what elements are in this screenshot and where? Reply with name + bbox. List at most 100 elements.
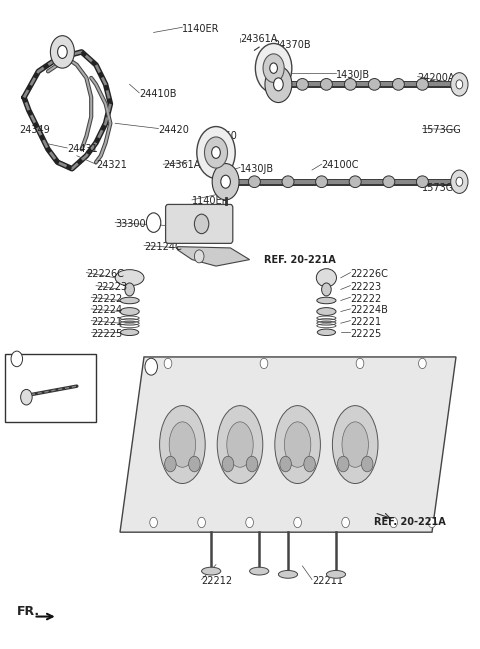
Text: 24350: 24350 <box>206 131 237 141</box>
Ellipse shape <box>217 406 263 484</box>
Text: 22212: 22212 <box>202 576 233 586</box>
Circle shape <box>194 214 209 234</box>
Text: 1430JB: 1430JB <box>240 164 274 174</box>
Circle shape <box>11 351 23 367</box>
Ellipse shape <box>316 269 336 287</box>
Text: 24420: 24420 <box>158 125 189 135</box>
Circle shape <box>304 456 315 472</box>
Text: 22124C: 22124C <box>144 241 182 252</box>
Text: 24361A: 24361A <box>240 34 277 44</box>
Ellipse shape <box>115 270 144 286</box>
Circle shape <box>222 456 234 472</box>
Text: 22211: 22211 <box>312 576 343 586</box>
Text: 24410B: 24410B <box>139 89 177 99</box>
Text: REF. 20-221A: REF. 20-221A <box>374 517 446 528</box>
Text: 24100C: 24100C <box>322 160 359 171</box>
Text: 1573GG: 1573GG <box>422 183 462 193</box>
Ellipse shape <box>416 79 428 90</box>
Text: 24361A: 24361A <box>163 160 201 171</box>
Text: 22223: 22223 <box>96 282 127 292</box>
Circle shape <box>390 517 397 528</box>
Circle shape <box>322 283 331 296</box>
Text: 24370B: 24370B <box>274 40 311 51</box>
Ellipse shape <box>369 79 381 90</box>
Ellipse shape <box>332 406 378 484</box>
Text: a: a <box>149 363 153 370</box>
Circle shape <box>150 517 157 528</box>
Circle shape <box>246 456 258 472</box>
Text: 22222: 22222 <box>350 293 382 304</box>
Text: FR.: FR. <box>17 605 40 618</box>
Circle shape <box>263 54 284 82</box>
Circle shape <box>212 147 220 158</box>
Text: 24355: 24355 <box>41 400 72 411</box>
Circle shape <box>255 43 292 93</box>
Circle shape <box>204 137 228 168</box>
Text: 24200A: 24200A <box>418 73 455 83</box>
Circle shape <box>280 456 291 472</box>
Ellipse shape <box>275 406 321 484</box>
Ellipse shape <box>416 176 428 188</box>
Text: 22224: 22224 <box>91 305 122 315</box>
Text: 22225: 22225 <box>91 328 122 339</box>
Text: 21516A: 21516A <box>31 365 69 375</box>
Text: 22221: 22221 <box>91 317 122 327</box>
Text: REF. 20-221A: REF. 20-221A <box>264 254 336 265</box>
Ellipse shape <box>321 79 333 90</box>
Ellipse shape <box>317 329 336 336</box>
Circle shape <box>189 456 200 472</box>
Ellipse shape <box>169 422 196 467</box>
Ellipse shape <box>282 176 294 188</box>
Circle shape <box>337 456 349 472</box>
Ellipse shape <box>249 176 260 188</box>
Circle shape <box>165 456 176 472</box>
Circle shape <box>274 78 283 91</box>
Polygon shape <box>120 357 456 532</box>
Circle shape <box>221 175 230 188</box>
Text: a: a <box>151 218 156 227</box>
Circle shape <box>451 170 468 193</box>
Ellipse shape <box>317 308 336 315</box>
Text: 22223: 22223 <box>350 282 382 292</box>
Text: 22226C: 22226C <box>350 269 388 279</box>
Text: 22222: 22222 <box>91 293 122 304</box>
Circle shape <box>146 213 161 232</box>
Circle shape <box>50 36 74 68</box>
Text: 1573GG: 1573GG <box>422 125 462 135</box>
Circle shape <box>361 456 373 472</box>
Circle shape <box>342 517 349 528</box>
Text: 33300: 33300 <box>115 219 146 229</box>
Ellipse shape <box>227 422 253 467</box>
Circle shape <box>194 250 204 263</box>
Text: 1140EJ: 1140EJ <box>31 376 65 386</box>
Circle shape <box>21 389 32 405</box>
Ellipse shape <box>392 79 404 90</box>
Text: 24431: 24431 <box>67 144 98 154</box>
Ellipse shape <box>317 297 336 304</box>
Polygon shape <box>178 247 250 266</box>
Circle shape <box>260 358 268 369</box>
Circle shape <box>419 358 426 369</box>
FancyBboxPatch shape <box>5 354 96 422</box>
Ellipse shape <box>342 422 369 467</box>
Ellipse shape <box>120 297 139 304</box>
Ellipse shape <box>344 79 356 90</box>
Circle shape <box>456 177 463 186</box>
Circle shape <box>456 80 463 89</box>
Text: 22226C: 22226C <box>86 269 124 279</box>
Text: a: a <box>15 356 19 362</box>
Circle shape <box>198 517 205 528</box>
Circle shape <box>451 73 468 96</box>
Ellipse shape <box>120 308 139 315</box>
Ellipse shape <box>159 406 205 484</box>
Ellipse shape <box>202 567 221 575</box>
Circle shape <box>145 358 157 375</box>
Ellipse shape <box>349 176 361 188</box>
Text: 22225: 22225 <box>350 328 382 339</box>
Circle shape <box>265 66 292 103</box>
Text: 22221: 22221 <box>350 317 382 327</box>
Circle shape <box>356 358 364 369</box>
FancyBboxPatch shape <box>166 204 233 243</box>
Circle shape <box>125 283 134 296</box>
Circle shape <box>294 517 301 528</box>
